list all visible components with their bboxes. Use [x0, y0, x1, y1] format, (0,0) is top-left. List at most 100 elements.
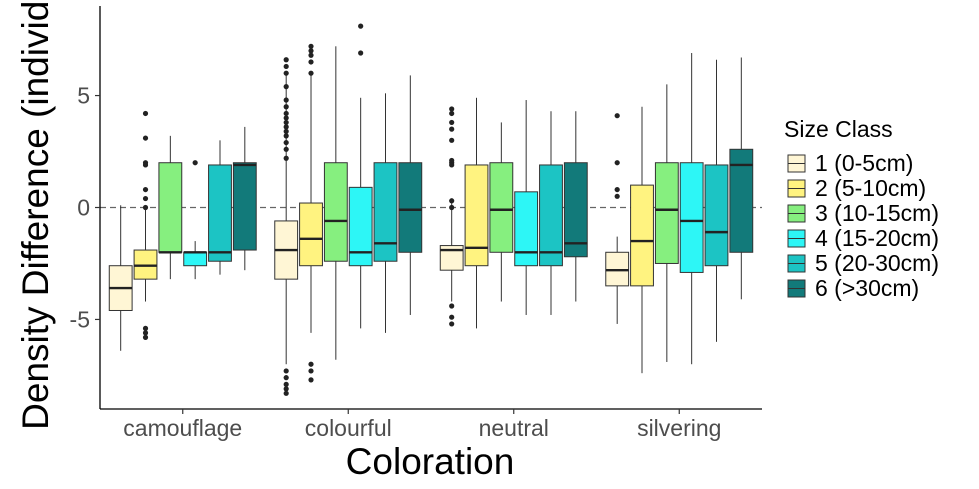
outlier-point	[308, 368, 314, 374]
y-axis-label: Density Difference (individu	[15, 0, 56, 430]
outlier-point	[283, 110, 289, 117]
outlier-point	[283, 390, 289, 396]
outlier-point	[283, 115, 289, 121]
box	[514, 100, 539, 315]
box	[323, 46, 348, 360]
box	[158, 135, 183, 280]
outlier-point	[449, 126, 455, 132]
outlier-point	[449, 106, 455, 112]
outlier-point	[283, 63, 289, 70]
outlier-point	[449, 314, 455, 320]
box	[133, 110, 158, 340]
outlier-point	[142, 330, 149, 336]
outlier-point	[283, 155, 289, 161]
box-iqr	[232, 162, 257, 251]
outlier-point	[308, 361, 314, 367]
box-iqr	[208, 164, 232, 262]
outlier-point	[449, 321, 455, 327]
box-iqr	[729, 148, 754, 253]
outlier-point	[283, 57, 289, 63]
box	[704, 59, 729, 342]
outlier-point	[142, 325, 149, 331]
x-tick-label: silvering	[637, 415, 721, 441]
box	[398, 75, 423, 315]
outlier-point	[283, 84, 289, 90]
box	[605, 113, 630, 324]
outlier-point	[283, 124, 289, 130]
box	[489, 122, 514, 302]
outlier-point	[449, 198, 455, 204]
box	[183, 160, 208, 280]
outlier-point	[142, 110, 149, 117]
x-ticks: camouflage colourful neutral silvering	[123, 409, 721, 441]
box-iqr	[323, 162, 348, 262]
outlier-point	[283, 104, 289, 110]
box	[299, 43, 323, 383]
box-iqr	[539, 164, 563, 267]
outlier-point	[308, 70, 314, 76]
outlier-point	[283, 70, 289, 76]
box	[439, 106, 464, 327]
box-iqr	[704, 164, 729, 267]
box-iqr	[489, 162, 514, 253]
box-iqr	[439, 245, 464, 271]
y-tick-label: -5	[70, 306, 90, 332]
outlier-point	[308, 377, 314, 383]
outlier-point	[308, 52, 314, 58]
box	[373, 93, 398, 333]
box-iqr	[373, 162, 398, 262]
outlier-point	[283, 146, 289, 152]
outlier-point	[449, 204, 455, 211]
outlier-point	[308, 48, 314, 54]
legend-entries: 1 (0-5cm)2 (5-10cm)3 (10-15cm)4 (15-20cm…	[787, 150, 939, 301]
box	[630, 106, 654, 374]
y-tick-label: 5	[77, 83, 90, 109]
box-iqr	[654, 162, 679, 264]
outlier-point	[449, 303, 455, 309]
outlier-point	[358, 23, 364, 29]
box	[539, 111, 563, 315]
outlier-point	[358, 50, 364, 56]
legend: Size Class 1 (0-5cm)2 (5-10cm)3 (10-15cm…	[784, 116, 939, 301]
box	[729, 57, 754, 300]
x-tick-label: colourful	[305, 415, 392, 441]
box	[108, 205, 133, 351]
box	[563, 111, 588, 302]
outlier-point	[283, 386, 289, 392]
box-iqr	[348, 186, 373, 267]
box-iqr	[299, 202, 323, 267]
box	[464, 97, 489, 329]
outlier-point	[283, 368, 289, 374]
box-iqr	[464, 164, 489, 267]
outlier-point	[283, 381, 289, 387]
box	[654, 84, 679, 362]
outlier-point	[449, 110, 455, 117]
outlier-point	[614, 113, 620, 119]
outlier-point	[283, 97, 289, 103]
outlier-point	[142, 186, 149, 193]
outlier-point	[142, 162, 149, 168]
outlier-point	[283, 139, 289, 146]
legend-label: 4 (15-20cm)	[815, 225, 939, 251]
outlier-point	[283, 119, 289, 126]
box-iqr	[679, 162, 704, 273]
box	[348, 23, 373, 329]
outlier-point	[449, 119, 455, 126]
outlier-point	[614, 160, 620, 166]
box	[274, 57, 299, 396]
legend-label: 5 (20-30cm)	[815, 250, 939, 276]
outlier-point	[449, 137, 455, 143]
y-ticks: -5 0 5	[70, 83, 100, 332]
outlier-point	[308, 43, 314, 49]
x-tick-label: camouflage	[123, 415, 242, 441]
outlier-point	[283, 375, 289, 381]
outlier-point	[614, 186, 620, 193]
x-axis-label: Coloration	[346, 441, 515, 482]
x-tick-label: neutral	[479, 415, 549, 441]
box-iqr	[630, 184, 654, 287]
outlier-point	[192, 160, 198, 166]
box-iqr	[158, 162, 183, 253]
outlier-point	[308, 59, 314, 65]
outlier-point	[614, 193, 620, 199]
